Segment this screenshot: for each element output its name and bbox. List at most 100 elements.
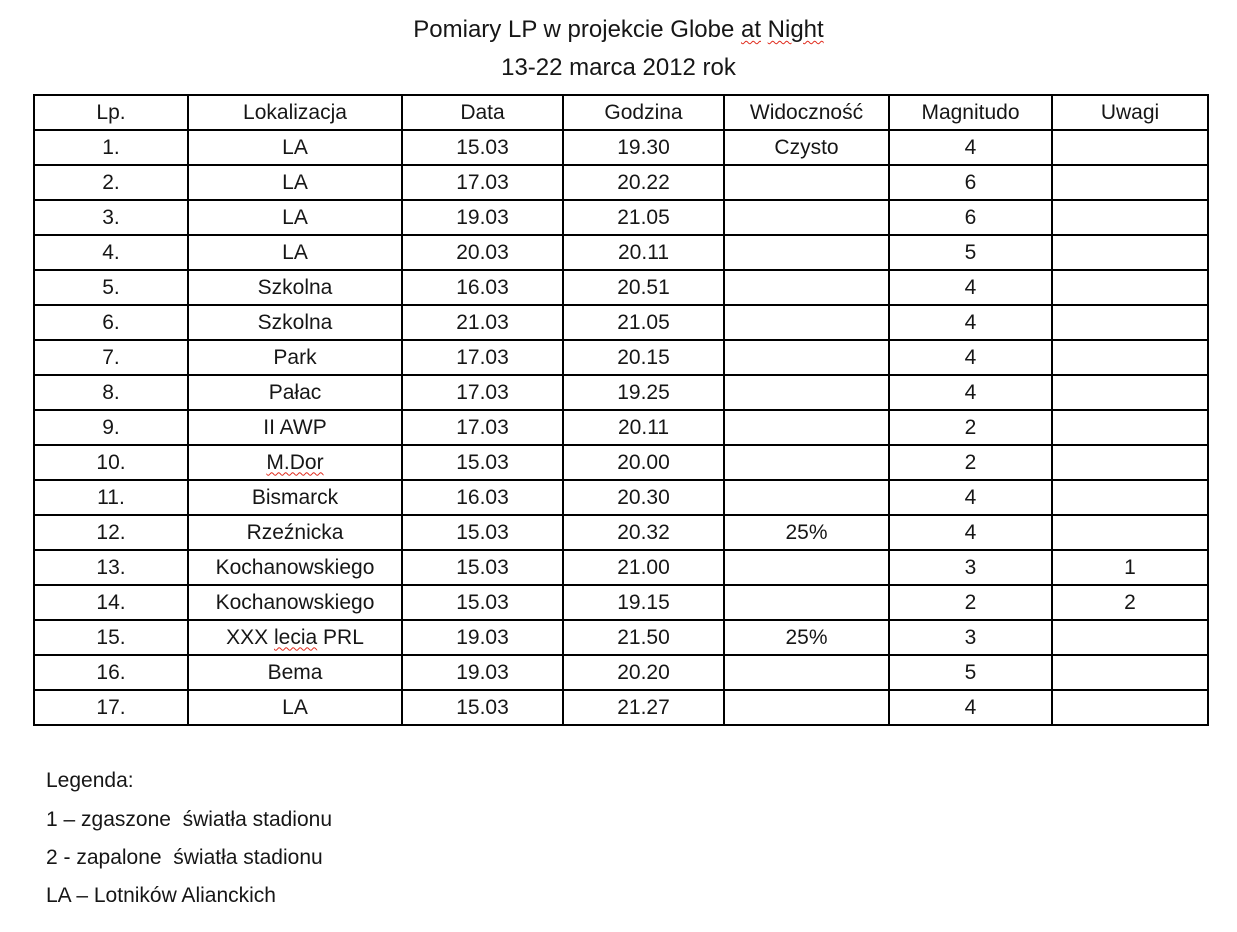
cell-data: 15.03 bbox=[401, 689, 564, 726]
cell-lp: 13. bbox=[33, 549, 189, 586]
cell-godzina: 19.30 bbox=[562, 129, 725, 166]
cell-godzina: 20.22 bbox=[562, 164, 725, 201]
column-header-magnitudo: Magnitudo bbox=[888, 94, 1053, 131]
cell-widocznosc bbox=[723, 654, 890, 691]
cell-widocznosc bbox=[723, 234, 890, 271]
table-row: 2. LA 17.03 20.22 6 bbox=[33, 164, 1209, 201]
cell-widocznosc bbox=[723, 409, 890, 446]
table-header-row: Lp. Lokalizacja Data Godzina Widoczność Magni… bbox=[33, 94, 1209, 131]
legend-item: 1 – zgaszone światła stadionu bbox=[46, 808, 333, 831]
table-row: 12. Rzeźnicka 15.03 20.32 25% 4 bbox=[33, 514, 1209, 551]
cell-uwagi bbox=[1051, 164, 1209, 201]
column-header-lokalizacja: Lokalizacja bbox=[187, 94, 403, 131]
cell-data: 15.03 bbox=[401, 514, 564, 551]
cell-magnitudo: 4 bbox=[888, 339, 1053, 376]
cell-lp: 12. bbox=[33, 514, 189, 551]
cell-lp: 9. bbox=[33, 409, 189, 446]
table-row: 3. LA 19.03 21.05 6 bbox=[33, 199, 1209, 236]
cell-widocznosc: 25% bbox=[723, 619, 890, 656]
cell-lp: 16. bbox=[33, 654, 189, 691]
cell-uwagi bbox=[1051, 234, 1209, 271]
cell-godzina: 19.25 bbox=[562, 374, 725, 411]
table-row: 4. LA 20.03 20.11 5 bbox=[33, 234, 1209, 271]
cell-godzina: 21.27 bbox=[562, 689, 725, 726]
cell-godzina: 20.32 bbox=[562, 514, 725, 551]
cell-data: 15.03 bbox=[401, 129, 564, 166]
cell-godzina: 21.50 bbox=[562, 619, 725, 656]
measurements-table: Lp. Lokalizacja Data Godzina Widoczność Magni… bbox=[33, 94, 1209, 726]
cell-uwagi bbox=[1051, 479, 1209, 516]
cell-magnitudo: 4 bbox=[888, 514, 1053, 551]
cell-magnitudo: 2 bbox=[888, 444, 1053, 481]
cell-lokalizacja: Szkolna bbox=[187, 269, 403, 306]
table-row: 5. Szkolna 16.03 20.51 4 bbox=[33, 269, 1209, 306]
cell-magnitudo: 6 bbox=[888, 164, 1053, 201]
cell-uwagi bbox=[1051, 304, 1209, 341]
cell-lp: 14. bbox=[33, 584, 189, 621]
cell-widocznosc bbox=[723, 339, 890, 376]
cell-lp: 17. bbox=[33, 689, 189, 726]
cell-data: 16.03 bbox=[401, 479, 564, 516]
cell-lp: 15. bbox=[33, 619, 189, 656]
column-header-godzina: Godzina bbox=[562, 94, 725, 131]
cell-data: 19.03 bbox=[401, 654, 564, 691]
cell-lokalizacja: LA bbox=[187, 129, 403, 166]
cell-magnitudo: 6 bbox=[888, 199, 1053, 236]
cell-lokalizacja: LA bbox=[187, 199, 403, 236]
cell-uwagi bbox=[1051, 514, 1209, 551]
cell-lokalizacja: LA bbox=[187, 164, 403, 201]
cell-godzina: 20.51 bbox=[562, 269, 725, 306]
table-row: 16. Bema 19.03 20.20 5 bbox=[33, 654, 1209, 691]
cell-widocznosc bbox=[723, 689, 890, 726]
cell-data: 19.03 bbox=[401, 619, 564, 656]
cell-lokalizacja: Bema bbox=[187, 654, 403, 691]
cell-lokalizacja: Park bbox=[187, 339, 403, 376]
cell-uwagi bbox=[1051, 269, 1209, 306]
cell-widocznosc bbox=[723, 374, 890, 411]
table-row: 13. Kochanowskiego 15.03 21.00 3 1 bbox=[33, 549, 1209, 586]
cell-widocznosc bbox=[723, 444, 890, 481]
misspelled-word: Night bbox=[767, 16, 824, 43]
cell-lp: 10. bbox=[33, 444, 189, 481]
cell-lokalizacja: Szkolna bbox=[187, 304, 403, 341]
cell-lokalizacja: Rzeźnicka bbox=[187, 514, 403, 551]
cell-data: 15.03 bbox=[401, 444, 564, 481]
cell-godzina: 21.00 bbox=[562, 549, 725, 586]
column-header-uwagi: Uwagi bbox=[1051, 94, 1209, 131]
cell-lokalizacja: Kochanowskiego bbox=[187, 584, 403, 621]
cell-uwagi bbox=[1051, 619, 1209, 656]
cell-uwagi: 1 bbox=[1051, 549, 1209, 586]
legend-item: LA – Lotników Alianckich bbox=[46, 884, 276, 907]
cell-godzina: 20.00 bbox=[562, 444, 725, 481]
cell-uwagi bbox=[1051, 654, 1209, 691]
cell-lp: 3. bbox=[33, 199, 189, 236]
cell-widocznosc bbox=[723, 269, 890, 306]
cell-data: 19.03 bbox=[401, 199, 564, 236]
cell-uwagi bbox=[1051, 409, 1209, 446]
cell-data: 21.03 bbox=[401, 304, 564, 341]
cell-lokalizacja: LA bbox=[187, 689, 403, 726]
cell-widocznosc bbox=[723, 304, 890, 341]
table-row: 1. LA 15.03 19.30 Czysto 4 bbox=[33, 129, 1209, 166]
cell-data: 17.03 bbox=[401, 374, 564, 411]
cell-widocznosc bbox=[723, 199, 890, 236]
cell-lp: 2. bbox=[33, 164, 189, 201]
cell-lokalizacja: II AWP bbox=[187, 409, 403, 446]
table-row: 6. Szkolna 21.03 21.05 4 bbox=[33, 304, 1209, 341]
cell-lokalizacja: M.Dor bbox=[187, 444, 403, 481]
cell-data: 17.03 bbox=[401, 164, 564, 201]
misspelled-word: at bbox=[740, 16, 761, 43]
cell-uwagi bbox=[1051, 199, 1209, 236]
legend: Legenda: 1 – zgaszone światła stadionu 2 … bbox=[46, 768, 1237, 908]
misspelled-word: lecia bbox=[273, 625, 318, 649]
cell-godzina: 21.05 bbox=[562, 304, 725, 341]
table-row: 14. Kochanowskiego 15.03 19.15 2 2 bbox=[33, 584, 1209, 621]
misspelled-word: M.Dor bbox=[266, 450, 324, 474]
cell-widocznosc bbox=[723, 479, 890, 516]
cell-uwagi: 2 bbox=[1051, 584, 1209, 621]
legend-item: 2 - zapalone światła stadionu bbox=[46, 846, 323, 869]
cell-magnitudo: 2 bbox=[888, 409, 1053, 446]
cell-godzina: 20.11 bbox=[562, 234, 725, 271]
cell-data: 15.03 bbox=[401, 584, 564, 621]
cell-widocznosc: Czysto bbox=[723, 129, 890, 166]
